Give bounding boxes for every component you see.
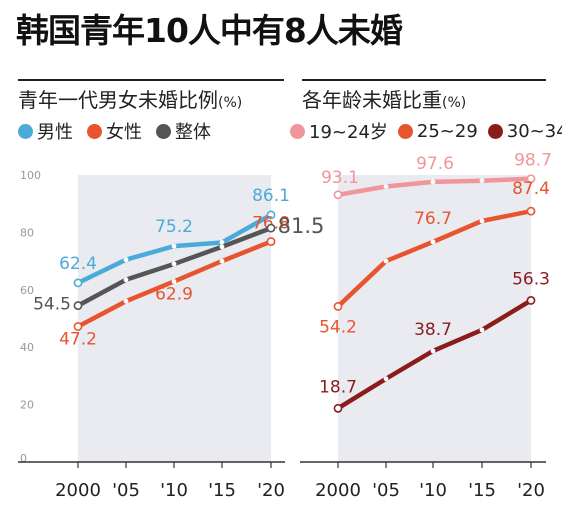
series-2-point-2: [430, 348, 436, 354]
x-tick-label-3: '15: [468, 480, 496, 501]
y-tick-label-80: 80: [20, 226, 34, 239]
series-1-point-3: [479, 218, 485, 224]
left-panel-title-text: 青年一代男女未婚比例: [18, 88, 218, 112]
y-tick-label-60: 60: [20, 284, 34, 297]
series-2-point-4: [266, 223, 276, 233]
series-2-point-3: [479, 327, 485, 333]
legend-swatch-30-34: [487, 123, 503, 139]
right-panel-rule: [302, 79, 546, 81]
series-0-point-1: [123, 257, 129, 263]
right-panel-title: 各年龄未婚比重(%): [302, 84, 466, 113]
series-2-point-2: [171, 261, 177, 267]
series-0-point-2: [430, 179, 436, 185]
x-tick-label-1: '05: [112, 480, 140, 501]
x-tick-label-3: '15: [208, 480, 236, 501]
series-2-point-1: [383, 376, 389, 382]
y-tick-label-100: 100: [20, 169, 41, 182]
series-1-point-4: [266, 237, 276, 246]
series-0-value-label-0: 93.1: [321, 168, 359, 188]
series-2-value-label-4: 56.3: [512, 269, 550, 289]
right-panel-title-text: 各年龄未婚比重: [302, 88, 442, 112]
legend-swatch-25-29: [397, 123, 413, 139]
y-tick-label-20: 20: [20, 399, 34, 412]
right-chart: 2000 '05 '10 '15 '20 93.1 97.6 98.7 54.2 76.7 87.4…: [300, 151, 552, 501]
x-tick-label-4: '20: [517, 480, 545, 501]
legend-label-19-24: 19~24岁: [309, 122, 388, 143]
legend-swatch-19-24: [290, 123, 305, 139]
series-2-value-label-0: 18.7: [319, 377, 357, 397]
y-tick-label-0: 0: [20, 452, 27, 465]
series-1-value-label-4: 76.8: [252, 214, 290, 234]
x-tick-label-0: 2000: [55, 480, 101, 501]
x-tick-label-1: '05: [372, 480, 400, 501]
series-2-point-0: [73, 301, 83, 310]
series-1-point-4: [526, 206, 536, 216]
right-panel-unit: (%): [442, 95, 467, 111]
left-chart: 0 20 40 60 80 100 2000 '05 '10 '15 '20 62.4 75.2 86.1…: [18, 169, 324, 501]
series-0-point-4: [526, 174, 536, 184]
series-1-value-label-0: 54.2: [319, 317, 357, 337]
legend-item-overall: 整体: [156, 118, 211, 144]
series-1-value-label-2: 76.7: [414, 209, 452, 229]
series-0-point-1: [383, 184, 389, 189]
series-0-value-label-2: 75.2: [155, 217, 193, 237]
legend-label-male: 男性: [37, 122, 73, 143]
legend-label-25-29: 25~29: [416, 120, 478, 142]
left-panel-rule: [18, 79, 284, 81]
series-1-value-label-2: 62.9: [155, 284, 193, 304]
left-panel-unit: (%): [218, 95, 243, 111]
plot-area-shade: [78, 175, 271, 462]
series-0-point-4: [266, 210, 276, 220]
legend-item-25-29: 25~29: [397, 120, 478, 142]
series-0-value-label-4: 86.1: [252, 186, 290, 206]
series-1-point-0: [333, 302, 343, 311]
x-tick-label-4: '20: [257, 480, 285, 501]
series-1-point-1: [383, 258, 389, 264]
legend-swatch-female: [87, 123, 102, 139]
x-tick-label-2: '10: [160, 480, 188, 501]
left-legend: 男性 女性 整体: [18, 118, 225, 144]
legend-label-female: 女性: [106, 122, 142, 143]
series-2-point-3: [219, 244, 225, 250]
series-1-point-3: [219, 258, 225, 264]
series-1-point-0: [73, 322, 83, 331]
right-legend: 19~24岁 25~29 30~34: [290, 118, 562, 144]
series-2-value-label-4: 81.5: [278, 214, 325, 238]
x-tick-label-0: 2000: [315, 480, 361, 501]
series-0-point-3: [219, 240, 225, 245]
legend-swatch-male: [18, 123, 33, 139]
legend-label-30-34: 30~34: [506, 120, 562, 142]
series-0-value-label-4: 98.7: [514, 151, 552, 171]
series-2-point-1: [123, 277, 129, 283]
series-0-point-2: [171, 243, 177, 249]
series-1-point-2: [430, 239, 436, 245]
legend-label-overall: 整体: [175, 122, 211, 143]
legend-item-female: 女性: [87, 118, 142, 144]
main-title: 韩国青年10人中有8人未婚: [16, 11, 403, 50]
y-tick-label-40: 40: [20, 341, 34, 354]
series-1-value-label-0: 47.2: [59, 330, 97, 350]
legend-swatch-overall: [156, 123, 171, 139]
series-0-point-0: [333, 190, 343, 200]
series-1-point-1: [123, 298, 129, 304]
series-2-point-4: [526, 296, 536, 305]
series-0-value-label-2: 97.6: [416, 154, 454, 174]
series-2-value-label-0: 54.5: [33, 295, 71, 315]
series-0-point-0: [73, 278, 83, 288]
series-0-value-label-0: 62.4: [59, 254, 97, 274]
x-tick-label-2: '10: [419, 480, 447, 501]
series-2-point-0: [333, 403, 343, 413]
left-panel-title: 青年一代男女未婚比例(%): [18, 84, 242, 113]
legend-item-male: 男性: [18, 118, 73, 144]
series-2-value-label-2: 38.7: [414, 320, 452, 340]
series-1-value-label-4: 87.4: [512, 179, 550, 199]
series-0-point-3: [479, 178, 485, 184]
legend-item-30-34: 30~34: [487, 120, 562, 142]
series-1-point-2: [171, 279, 177, 284]
legend-item-19-24: 19~24岁: [290, 118, 388, 144]
